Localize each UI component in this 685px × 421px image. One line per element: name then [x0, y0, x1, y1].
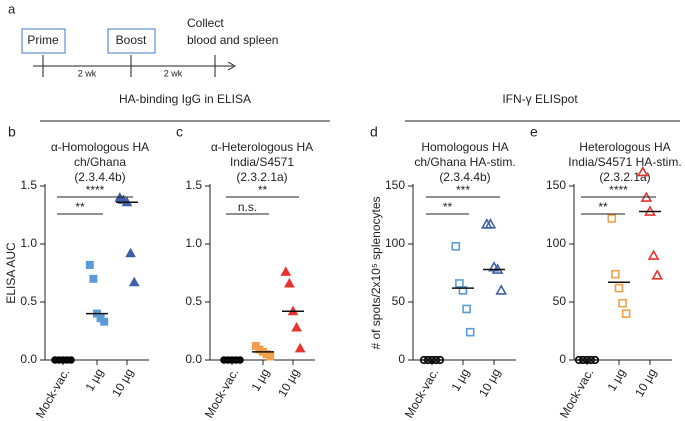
data-point: [89, 274, 98, 283]
data-point: [266, 352, 275, 361]
significance-label: n.s.: [238, 200, 257, 214]
y-tick-label: 0.5: [185, 294, 202, 308]
x-tick-label: 1 µg: [604, 366, 628, 393]
y-tick-label: 0: [559, 352, 566, 366]
y-tick-label: 150: [546, 178, 566, 192]
data-point: [284, 277, 295, 288]
significance-label: **: [75, 200, 85, 214]
step-label: Prime: [27, 33, 59, 47]
y-tick-label: 1.5: [185, 178, 202, 192]
data-point: [100, 317, 109, 326]
y-tick-label: 100: [385, 236, 405, 250]
significance-label: **: [258, 183, 268, 197]
interval-label: 2 wk: [78, 68, 97, 78]
significance-label: ****: [609, 183, 628, 197]
data-point: [455, 279, 464, 288]
panel-letter: a: [8, 1, 16, 16]
data-point: [462, 304, 471, 314]
y-tick-label: 0.5: [20, 294, 37, 308]
y-tick-label: 1.5: [20, 178, 37, 192]
x-tick-label: Mock-vac.: [202, 366, 241, 420]
panel-letter: c: [176, 124, 183, 140]
data-point: [618, 298, 627, 308]
step-box: [21, 28, 66, 54]
y-tick-label: 50: [553, 294, 567, 308]
collect-label: blood and spleen: [187, 33, 278, 47]
y-axis-label: ELISA AUC: [4, 242, 18, 304]
y-tick-label: 1.0: [185, 236, 202, 250]
x-tick-label: 10 µg: [632, 366, 659, 399]
y-tick-label: 0: [398, 352, 405, 366]
x-tick-label: 10 µg: [109, 366, 136, 399]
chart-title: (2.3.2.1a): [599, 170, 650, 184]
chart-title: India/S4571: [230, 155, 294, 169]
data-point: [614, 283, 624, 293]
x-tick-label: 10 µg: [476, 366, 503, 399]
panel-letter: b: [8, 124, 16, 140]
data-point: [291, 322, 302, 332]
group-header: IFN-γ ELISpot: [502, 92, 578, 106]
data-point: [607, 214, 617, 223]
data-point: [465, 327, 475, 337]
step-label: Boost: [116, 33, 147, 47]
x-tick-label: Mock-vac.: [557, 366, 596, 420]
y-tick-label: 50: [392, 294, 406, 308]
data-point: [621, 309, 631, 318]
data-point: [280, 266, 292, 276]
x-tick-label: Mock-vac.: [33, 366, 72, 420]
data-point: [647, 249, 660, 260]
x-tick-label: 1 µg: [248, 366, 272, 393]
chart-title: α-Heterologous HA: [211, 140, 313, 154]
chart-title: ch/Ghana HA-stim.: [414, 155, 515, 169]
y-tick-label: 150: [385, 178, 405, 192]
y-axis-label: # of spots/2x10⁵ splenocytes: [369, 196, 383, 349]
data-point: [495, 284, 508, 295]
data-point: [458, 286, 468, 295]
y-tick-label: 0.0: [185, 352, 202, 366]
data-point: [85, 260, 94, 269]
significance-label: ***: [456, 183, 470, 197]
group-header: HA-binding IgG in ELISA: [119, 92, 251, 106]
timeline: a Prime Boost Collect blood and spleen 2…: [8, 1, 278, 78]
y-tick-label: 100: [546, 236, 566, 250]
data-point: [484, 218, 497, 229]
chart-title: India/S4571 HA-stim.: [568, 155, 681, 169]
y-tick-label: 0.0: [20, 352, 37, 366]
x-tick-label: Mock-vac.: [402, 366, 441, 420]
significance-label: **: [598, 200, 608, 214]
significance-label: **: [443, 200, 453, 214]
data-point: [294, 342, 306, 353]
data-point: [636, 165, 649, 177]
y-tick-label: 1.0: [20, 236, 37, 250]
data-point: [611, 269, 620, 279]
chart-title: (2.3.2.1a): [236, 170, 287, 184]
data-point: [125, 247, 136, 258]
panel-letter: d: [370, 124, 378, 140]
chart-title: α-Homologous HA: [51, 140, 149, 154]
chart-title: (2.3.4.4b): [74, 170, 125, 184]
x-tick-label: 10 µg: [275, 366, 302, 399]
data-point: [128, 276, 140, 287]
interval-label: 2 wk: [164, 68, 183, 78]
arrow-head: [227, 61, 237, 71]
chart-title: (2.3.4.4b): [439, 170, 490, 184]
significance-label: ****: [86, 183, 105, 197]
x-tick-label: 1 µg: [448, 366, 472, 393]
data-point: [651, 269, 664, 280]
step-box: [107, 28, 156, 54]
chart-title: Heterologous HA: [579, 140, 670, 154]
collect-label: Collect: [187, 16, 224, 30]
data-point: [451, 242, 461, 251]
x-tick-label: 1 µg: [82, 366, 106, 393]
chart-title: ch/Ghana: [74, 155, 126, 169]
panel-letter: e: [530, 124, 538, 140]
chart-title: Homologous HA: [421, 140, 508, 154]
